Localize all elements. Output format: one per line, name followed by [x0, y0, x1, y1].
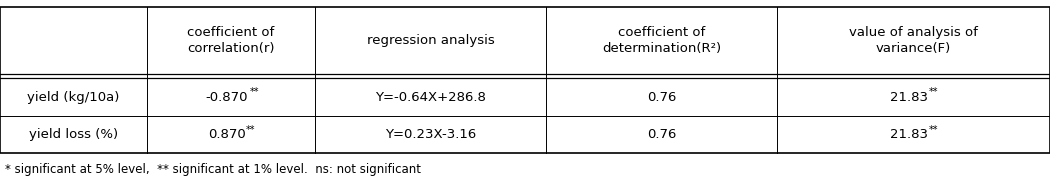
Text: 0.76: 0.76	[647, 128, 676, 141]
Text: **: **	[250, 87, 259, 97]
Text: 0.870: 0.870	[208, 128, 246, 141]
Text: 0.76: 0.76	[647, 90, 676, 104]
Text: * significant at 5% level,  ** significant at 1% level.  ns: not significant: * significant at 5% level, ** significan…	[5, 163, 421, 176]
Text: **: **	[928, 87, 938, 97]
Text: coefficient of
correlation(r): coefficient of correlation(r)	[187, 26, 275, 55]
Text: Y=0.23X-3.16: Y=0.23X-3.16	[385, 128, 476, 141]
Text: yield (kg/10a): yield (kg/10a)	[27, 90, 120, 104]
Text: **: **	[246, 125, 255, 135]
Text: 21.83: 21.83	[890, 90, 928, 104]
Text: -0.870: -0.870	[206, 90, 248, 104]
Text: value of analysis of
variance(F): value of analysis of variance(F)	[849, 26, 978, 55]
Text: **: **	[928, 125, 938, 135]
Text: yield loss (%): yield loss (%)	[29, 128, 118, 141]
Text: regression analysis: regression analysis	[366, 34, 495, 47]
Text: 21.83: 21.83	[890, 128, 928, 141]
Text: Y=-0.64X+286.8: Y=-0.64X+286.8	[375, 90, 486, 104]
Text: coefficient of
determination(R²): coefficient of determination(R²)	[602, 26, 721, 55]
